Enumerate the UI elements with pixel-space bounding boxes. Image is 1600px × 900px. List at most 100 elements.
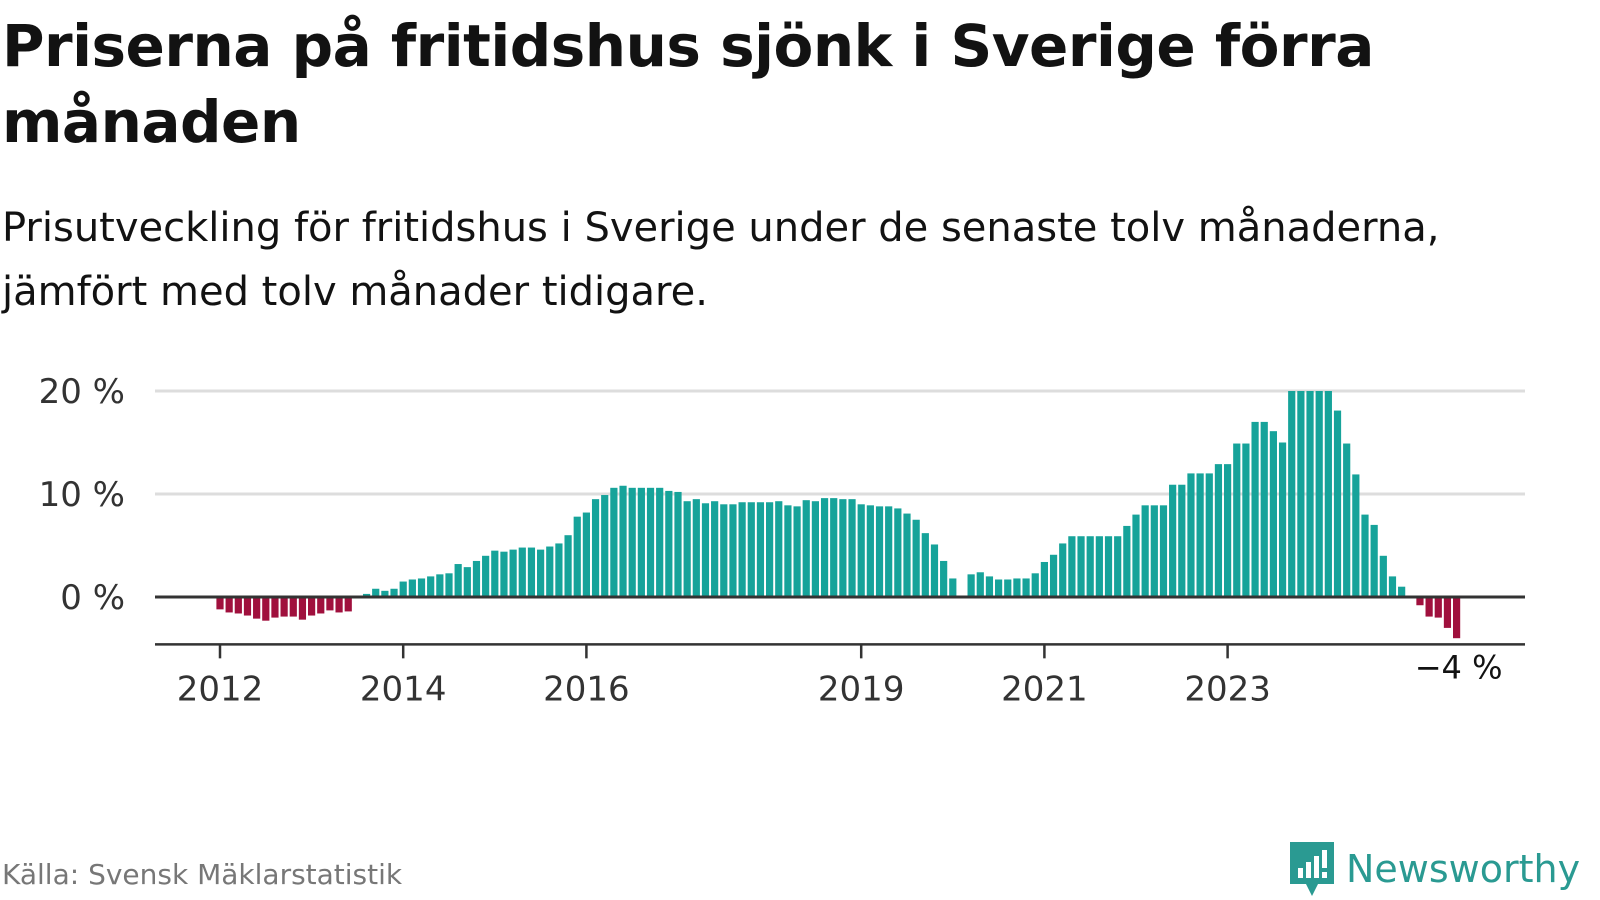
bar (271, 597, 279, 618)
bar (253, 597, 261, 619)
bar (1196, 473, 1204, 597)
bar (912, 519, 920, 597)
gridlines (155, 389, 1525, 496)
bar (1388, 576, 1397, 597)
bar (656, 487, 664, 597)
bar (234, 597, 242, 614)
bar (1416, 597, 1424, 606)
bar (463, 567, 471, 597)
bar (1333, 410, 1342, 597)
bar (298, 597, 307, 620)
bar (674, 491, 682, 597)
bars (216, 391, 1461, 639)
bar (317, 597, 325, 614)
bar (308, 597, 316, 616)
bar (381, 590, 389, 597)
bar (1288, 391, 1296, 597)
bar (601, 495, 609, 597)
bar (1453, 597, 1461, 639)
bar (820, 498, 829, 597)
bar (1114, 536, 1122, 597)
bar (747, 502, 755, 597)
bar (335, 597, 343, 613)
bar (775, 501, 783, 597)
labels: 0 % 10 % 20 % 2012 2014 2016 2019 2021 2023 −4 % (39, 372, 1503, 709)
bar (1068, 536, 1076, 597)
bar (1251, 421, 1259, 597)
bar (1306, 391, 1314, 597)
bar (1169, 484, 1177, 597)
bar (372, 588, 380, 597)
bar (766, 502, 774, 597)
bar (1361, 514, 1369, 597)
bar (1398, 586, 1406, 597)
bar (408, 579, 416, 597)
bar (729, 504, 737, 597)
y-tick-label: 0 % (60, 578, 125, 618)
x-axis (155, 595, 1525, 659)
bar (1343, 443, 1351, 597)
bar (930, 544, 939, 597)
bar (1123, 525, 1131, 597)
x-tick-label: 2014 (360, 669, 447, 709)
bar (454, 564, 462, 597)
bar (436, 574, 444, 597)
bar (1013, 578, 1021, 597)
bar (784, 505, 792, 597)
bar (967, 574, 975, 597)
bar (1187, 473, 1195, 597)
bar (582, 512, 590, 597)
bar (243, 597, 252, 616)
bar (976, 572, 984, 597)
bar (1049, 554, 1058, 597)
bar (427, 576, 435, 597)
bar (637, 487, 645, 597)
bar (262, 597, 270, 621)
bar (1077, 536, 1085, 597)
bar (280, 597, 288, 617)
bar (1269, 431, 1277, 597)
bar (1242, 443, 1250, 597)
brand-logo: Newsworthy (1288, 840, 1580, 898)
bar (1352, 474, 1360, 597)
bar (720, 504, 728, 597)
bar (1297, 391, 1305, 597)
brand-name: Newsworthy (1346, 847, 1581, 891)
bar (1159, 505, 1168, 597)
bar (811, 501, 819, 597)
source-note: Källa: Svensk Mäklarstatistik (2, 858, 403, 891)
bar (225, 597, 233, 613)
bar (619, 485, 627, 597)
bar (1031, 573, 1039, 597)
bar (1059, 543, 1067, 597)
bar (1132, 514, 1140, 597)
bar (921, 533, 929, 597)
bar (738, 502, 746, 597)
bar (555, 543, 563, 597)
bar (1379, 555, 1387, 597)
bar (628, 487, 636, 597)
bar (491, 550, 499, 597)
bar (518, 547, 526, 597)
bar (839, 499, 847, 597)
bar (646, 487, 655, 597)
bar (885, 506, 893, 597)
bar (472, 560, 481, 597)
bar (482, 555, 490, 597)
chart-title: Priserna på fritidshus sjönk i Sverige f… (2, 12, 1374, 156)
last-value-label: −4 % (1415, 648, 1503, 686)
bar (1370, 524, 1378, 597)
bar (573, 516, 581, 597)
bar (1224, 464, 1232, 597)
bar (793, 506, 801, 597)
bar (1233, 443, 1241, 597)
bar (1443, 597, 1452, 628)
bar (1086, 536, 1094, 597)
bar (344, 597, 352, 612)
bar (591, 499, 600, 597)
bar (857, 504, 865, 597)
bar (326, 597, 334, 611)
bar (289, 597, 297, 617)
bar (1004, 579, 1012, 597)
bar (1324, 391, 1332, 597)
